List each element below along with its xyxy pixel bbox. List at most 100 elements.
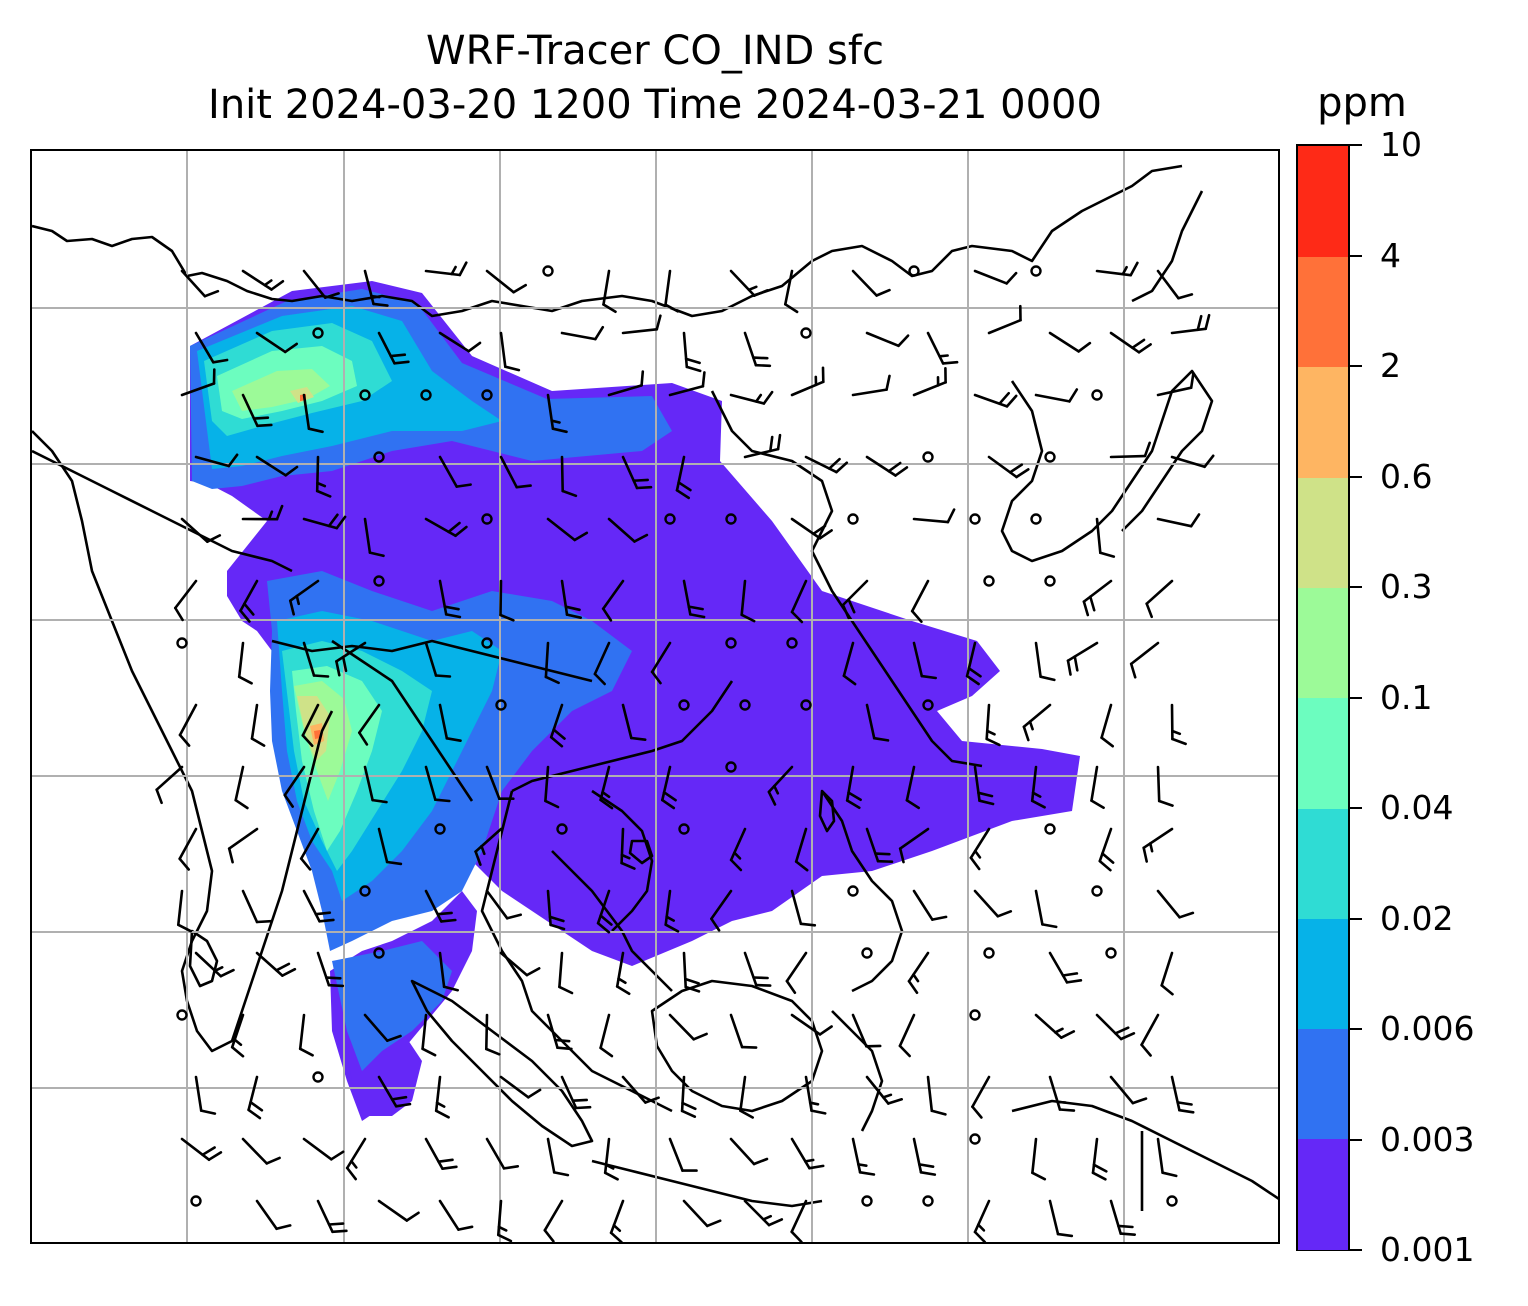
wind-barb <box>377 827 403 866</box>
wind-barb <box>255 455 299 477</box>
wind-barb <box>1170 1075 1195 1114</box>
wind-barbs <box>155 261 1215 1242</box>
wind-barb <box>194 453 239 468</box>
wind-barb <box>1145 579 1174 619</box>
wind-barb <box>499 579 515 622</box>
wind-barb <box>865 1075 904 1105</box>
wind-barb <box>973 269 1018 285</box>
wind-barb <box>743 1199 784 1227</box>
wind-barb <box>602 269 617 313</box>
colorbar-tick <box>1350 1138 1362 1141</box>
colorbar-segment <box>1298 918 1348 1030</box>
wind-barb <box>438 703 462 743</box>
coastline-gulf-thailand <box>551 850 673 992</box>
wind-barb <box>230 1013 245 1058</box>
wind-barb <box>668 1137 698 1172</box>
calm-wind-circle <box>373 451 385 463</box>
wind-barb <box>241 1137 281 1165</box>
wind-barb <box>1066 641 1099 676</box>
wind-barb <box>180 368 216 397</box>
wind-barb <box>299 827 320 871</box>
wind-barb <box>767 765 794 806</box>
wind-barb <box>1091 1137 1108 1181</box>
wind-barb <box>1129 641 1160 679</box>
wind-barb <box>729 390 774 405</box>
colorbar-segment <box>1298 256 1348 368</box>
wind-barb <box>302 269 340 299</box>
wind-barb <box>1156 269 1194 300</box>
wind-barb <box>790 1199 808 1242</box>
wind-barb <box>1170 313 1211 335</box>
wind-barb <box>621 314 662 335</box>
colorbar-tick-label: 0.6 <box>1380 456 1433 496</box>
colorbar-tick <box>1350 807 1362 809</box>
wind-barb <box>783 269 799 314</box>
calm-wind-circle <box>786 637 798 649</box>
wind-barb <box>255 1199 292 1231</box>
calm-wind-circle <box>725 637 737 649</box>
wind-barb <box>842 641 857 686</box>
calm-wind-circle <box>725 761 737 773</box>
wind-barb <box>174 579 198 622</box>
wind-barb <box>237 641 253 685</box>
colorbar-tick-label: 0.003 <box>1380 1119 1475 1159</box>
wind-barb <box>239 579 259 623</box>
wind-barb <box>971 1075 991 1119</box>
wind-barb <box>607 370 645 397</box>
calm-wind-circle <box>922 451 934 463</box>
wind-barb <box>1109 441 1151 459</box>
calm-wind-circle <box>481 513 493 525</box>
calm-wind-circle <box>1166 1195 1178 1207</box>
wind-barb <box>424 1137 458 1171</box>
wind-barb <box>668 371 706 397</box>
map-svg <box>32 151 1278 1242</box>
calm-wind-circle <box>983 947 995 959</box>
wind-barb <box>804 455 849 474</box>
wind-barb <box>543 1199 564 1242</box>
wind-barb <box>315 455 332 498</box>
wind-barb <box>255 951 297 977</box>
calm-wind-circle <box>176 637 188 649</box>
calm-wind-circle <box>1030 513 1042 525</box>
wind-barb <box>1109 331 1152 354</box>
wind-barb <box>682 579 706 619</box>
coastline-north-asia <box>32 164 1183 318</box>
map-panel <box>30 149 1280 1244</box>
wind-barb <box>601 579 625 622</box>
wind-barb <box>1031 1137 1047 1181</box>
wind-barb <box>710 889 733 932</box>
wind-barb <box>499 331 521 372</box>
wind-barb <box>912 508 956 524</box>
colorbar-segment <box>1298 697 1348 809</box>
wind-barb <box>194 951 235 978</box>
tracer-fill-level-8 <box>314 730 320 739</box>
calm-wind-circle <box>1105 947 1117 959</box>
wind-barb <box>1109 1075 1148 1105</box>
calm-wind-circle <box>190 1195 202 1207</box>
wind-barb <box>910 579 930 624</box>
colorbar-tick <box>1350 365 1362 367</box>
wind-barb <box>743 331 772 368</box>
wind-barb <box>1022 703 1052 742</box>
wind-barb <box>434 1075 450 1119</box>
wind-barb <box>907 951 930 995</box>
wind-barb <box>682 951 701 993</box>
wind-barb <box>621 455 653 490</box>
wind-barb <box>546 1013 573 1051</box>
wind-barb <box>1048 951 1083 984</box>
calm-wind-circle <box>434 823 446 835</box>
colorbar <box>1296 144 1350 1251</box>
colorbar-tick-label: 4 <box>1380 235 1401 275</box>
wind-barb <box>668 1013 708 1041</box>
wind-barb <box>357 703 381 746</box>
wind-barb <box>1140 1013 1160 1057</box>
calm-wind-circle <box>481 389 493 401</box>
border-myanmar <box>331 639 474 802</box>
calm-wind-circle <box>420 389 432 401</box>
calm-wind-circle <box>983 575 995 587</box>
wind-barb <box>1048 1075 1076 1112</box>
colorbar-tick-label: 2 <box>1380 346 1401 385</box>
colorbar-segment <box>1298 1028 1348 1140</box>
wind-barb <box>599 765 614 810</box>
wind-barb <box>560 1075 592 1110</box>
